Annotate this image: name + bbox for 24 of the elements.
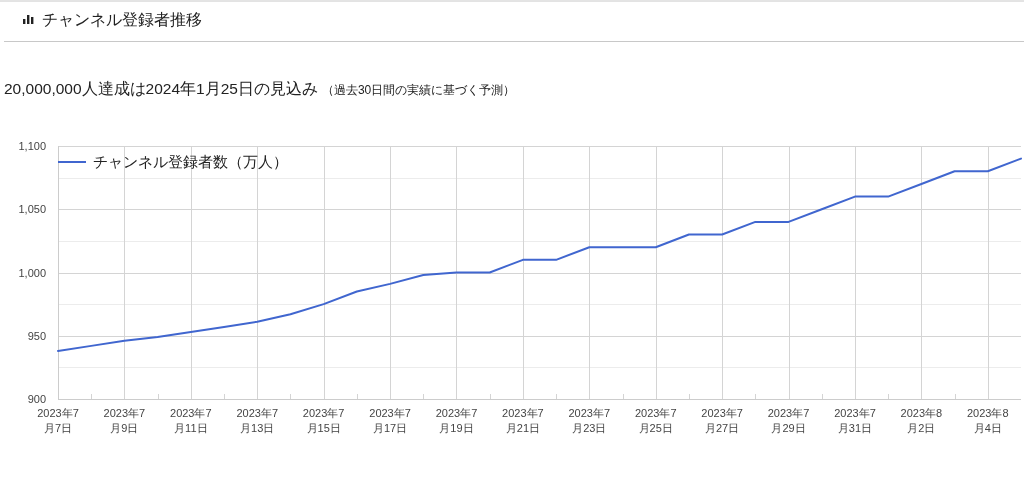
xtick-label: 2023年7月19日 xyxy=(435,407,478,434)
xtick-label: 2023年7月17日 xyxy=(369,407,411,434)
xtick-label: 2023年7月23日 xyxy=(568,407,611,434)
xtick-label: 2023年7月21日 xyxy=(502,407,544,434)
xtick-label: 2023年7月15日 xyxy=(302,407,345,434)
ytick-label: 1,100 xyxy=(18,140,46,152)
xtick-label: 2023年8月4日 xyxy=(967,407,1009,434)
ytick-label: 900 xyxy=(27,393,46,405)
legend-label: チャンネル登録者数（万人） xyxy=(93,154,288,170)
ytick-label: 1,000 xyxy=(18,266,46,279)
annotation: （過去30日間の実績に基づく予測） xyxy=(321,82,516,97)
xtick-label: 2023年7月13日 xyxy=(236,407,279,434)
xtick-label: 2023年7月11日 xyxy=(170,407,212,434)
xtick-label: 2023年7月25日 xyxy=(634,407,677,434)
xtick-label: 2023年7月7日 xyxy=(37,407,79,434)
xtick-label: 2023年7月31日 xyxy=(834,407,876,434)
ytick-label: 950 xyxy=(27,329,46,342)
xtick-label: 2023年7月9日 xyxy=(103,407,146,434)
subtitle: 20,000,000人達成は2024年1月25日の見込み xyxy=(4,80,318,97)
xtick-label: 2023年8月2日 xyxy=(900,407,943,434)
xtick-label: 2023年7月29日 xyxy=(767,407,810,434)
ytick-label: 1,050 xyxy=(18,203,46,216)
xtick-label: 2023年7月27日 xyxy=(701,407,743,434)
title: チャンネル登録者推移 xyxy=(42,11,202,28)
